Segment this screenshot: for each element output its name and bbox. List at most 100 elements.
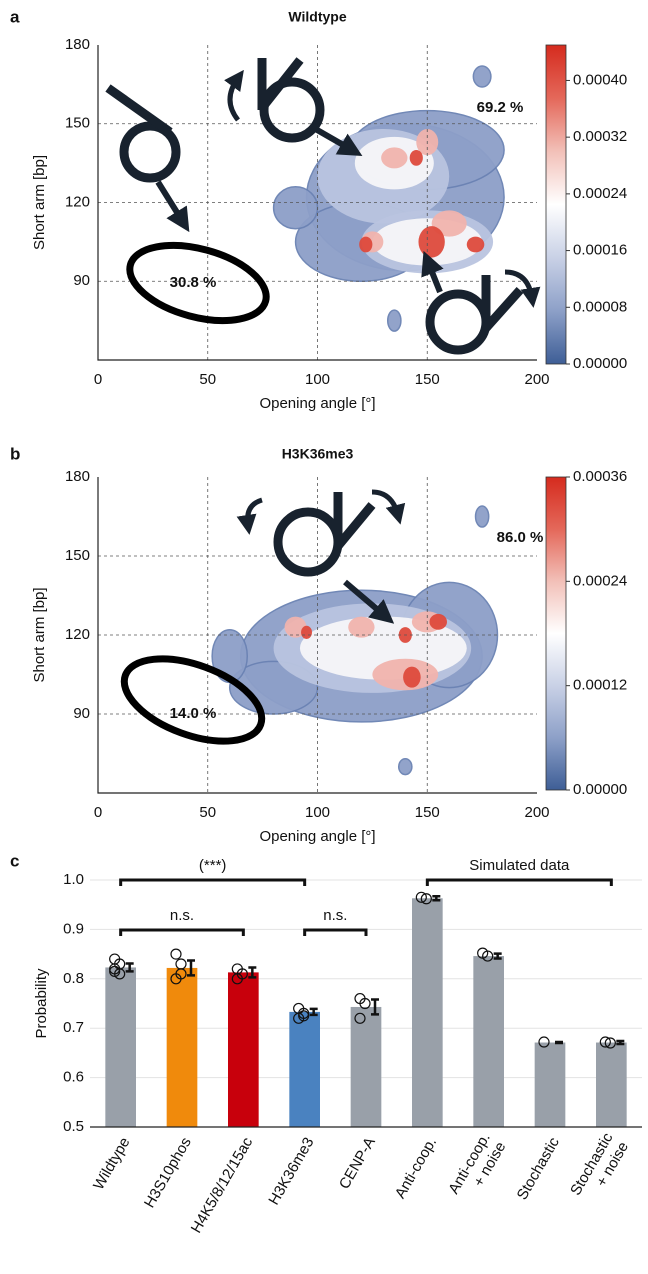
annotation-icons (105, 57, 541, 624)
x-tick-label: 50 (199, 371, 216, 388)
bar (289, 1011, 320, 1127)
y-tick-label: 150 (65, 547, 90, 564)
density-region (272, 186, 319, 230)
colorbar-tick-label: 0.00016 (573, 242, 627, 259)
x-tick-label: 0 (94, 371, 102, 388)
x-tick-label: Anti-coop. (392, 1134, 440, 1201)
replicate-point (482, 950, 494, 962)
density-contours (98, 477, 537, 793)
replicate-point (109, 965, 121, 977)
density-region (418, 226, 445, 258)
x-tick-label: H4K5/8/12/15ac (188, 1134, 257, 1236)
x-tick-label: H3K36me3 (265, 1134, 317, 1207)
chart-title: H3K36me3 (282, 446, 354, 462)
x-axis-label: Opening angle [°] (259, 828, 375, 845)
bracket-label: n.s. (323, 907, 347, 924)
bar (596, 1042, 627, 1127)
error-bar (187, 959, 195, 977)
bar (166, 967, 198, 1127)
colorbar-tick-label: 0.00000 (573, 781, 627, 798)
chart-title: Wildtype (288, 9, 346, 25)
panel-label: a (10, 7, 20, 26)
bar (228, 972, 259, 1127)
y-tick-label: 180 (65, 36, 90, 53)
colorbar-tick-label: 0.00000 (573, 355, 627, 372)
bracket-label: Simulated data (469, 857, 570, 874)
x-axis-label: Opening angle [°] (259, 395, 375, 412)
replicate-point (114, 968, 126, 980)
error-bar (432, 895, 441, 902)
colorbar-tick-label: 0.00008 (573, 298, 627, 315)
bracket-label: (***) (199, 857, 227, 874)
density-region (348, 616, 375, 638)
x-tick-label: CENP-A (336, 1134, 379, 1192)
error-bar (371, 998, 379, 1016)
colorbar (545, 476, 567, 791)
y-axis-label: Short arm [bp] (31, 587, 48, 682)
replicate-point (293, 1012, 305, 1024)
density-region (397, 758, 413, 776)
density-region (386, 309, 402, 332)
y-tick-label: 0.5 (63, 1118, 84, 1135)
x-tick-label: Stochastic+ noise (567, 1130, 632, 1208)
x-tick-label: Anti-coop.+ noise (445, 1130, 509, 1206)
replicate-point (298, 1010, 310, 1022)
x-tick-label: 100 (305, 371, 330, 388)
axis (97, 45, 537, 361)
annotation: 86.0 % (497, 529, 544, 546)
y-tick-label: 0.9 (63, 920, 84, 937)
colorbar-tick-label: 0.00024 (573, 185, 627, 202)
y-tick-label: 0.6 (63, 1069, 84, 1086)
x-tick-label: 0 (94, 804, 102, 821)
y-tick-label: 180 (65, 468, 90, 485)
replicate-point (231, 973, 243, 985)
y-axis-label: Probability (33, 968, 50, 1039)
x-tick-label: 200 (524, 371, 549, 388)
y-tick-label: 1.0 (63, 871, 84, 888)
replicate-point (604, 1037, 616, 1049)
x-tick-label: 200 (524, 804, 549, 821)
density-region (284, 616, 307, 638)
colorbar (545, 44, 567, 365)
annotation: 14.0 % (170, 705, 217, 722)
error-bar (309, 1007, 318, 1017)
density-region (301, 625, 313, 639)
replicate-point (538, 1036, 550, 1048)
y-tick-label: 120 (65, 193, 90, 210)
density-region (472, 65, 492, 88)
replicate-point (599, 1036, 611, 1048)
significance-bracket (119, 878, 307, 886)
replicate-point (415, 891, 427, 903)
error-bar (125, 962, 134, 973)
significance-bracket (425, 878, 613, 886)
error-bar (493, 952, 502, 960)
x-tick-label: H3S10phos (141, 1134, 195, 1210)
panel-label: c (10, 851, 19, 870)
y-tick-label: 0.8 (63, 970, 84, 987)
colorbar-tick-label: 0.00036 (573, 468, 627, 485)
annotation: 69.2 % (477, 99, 524, 116)
bracket-label: n.s. (170, 907, 194, 924)
density-region (466, 236, 485, 253)
x-tick-label: 50 (199, 804, 216, 821)
significance-bracket (119, 928, 245, 936)
density-contours (98, 45, 537, 360)
y-tick-label: 120 (65, 626, 90, 643)
density-region (431, 210, 467, 237)
region-outline (126, 241, 270, 325)
y-tick-label: 150 (65, 115, 90, 132)
density-region (359, 236, 373, 253)
density-region (474, 505, 490, 528)
replicate-point (170, 948, 182, 960)
bar (534, 1042, 566, 1127)
significance-bracket (303, 928, 368, 936)
density-region (409, 150, 423, 166)
panel-label: b (10, 444, 20, 463)
replicate-point (175, 958, 187, 970)
density-region (429, 613, 448, 630)
y-tick-label: 90 (73, 272, 90, 289)
density-region (403, 666, 421, 688)
bar (350, 1006, 382, 1127)
bar (473, 956, 504, 1127)
